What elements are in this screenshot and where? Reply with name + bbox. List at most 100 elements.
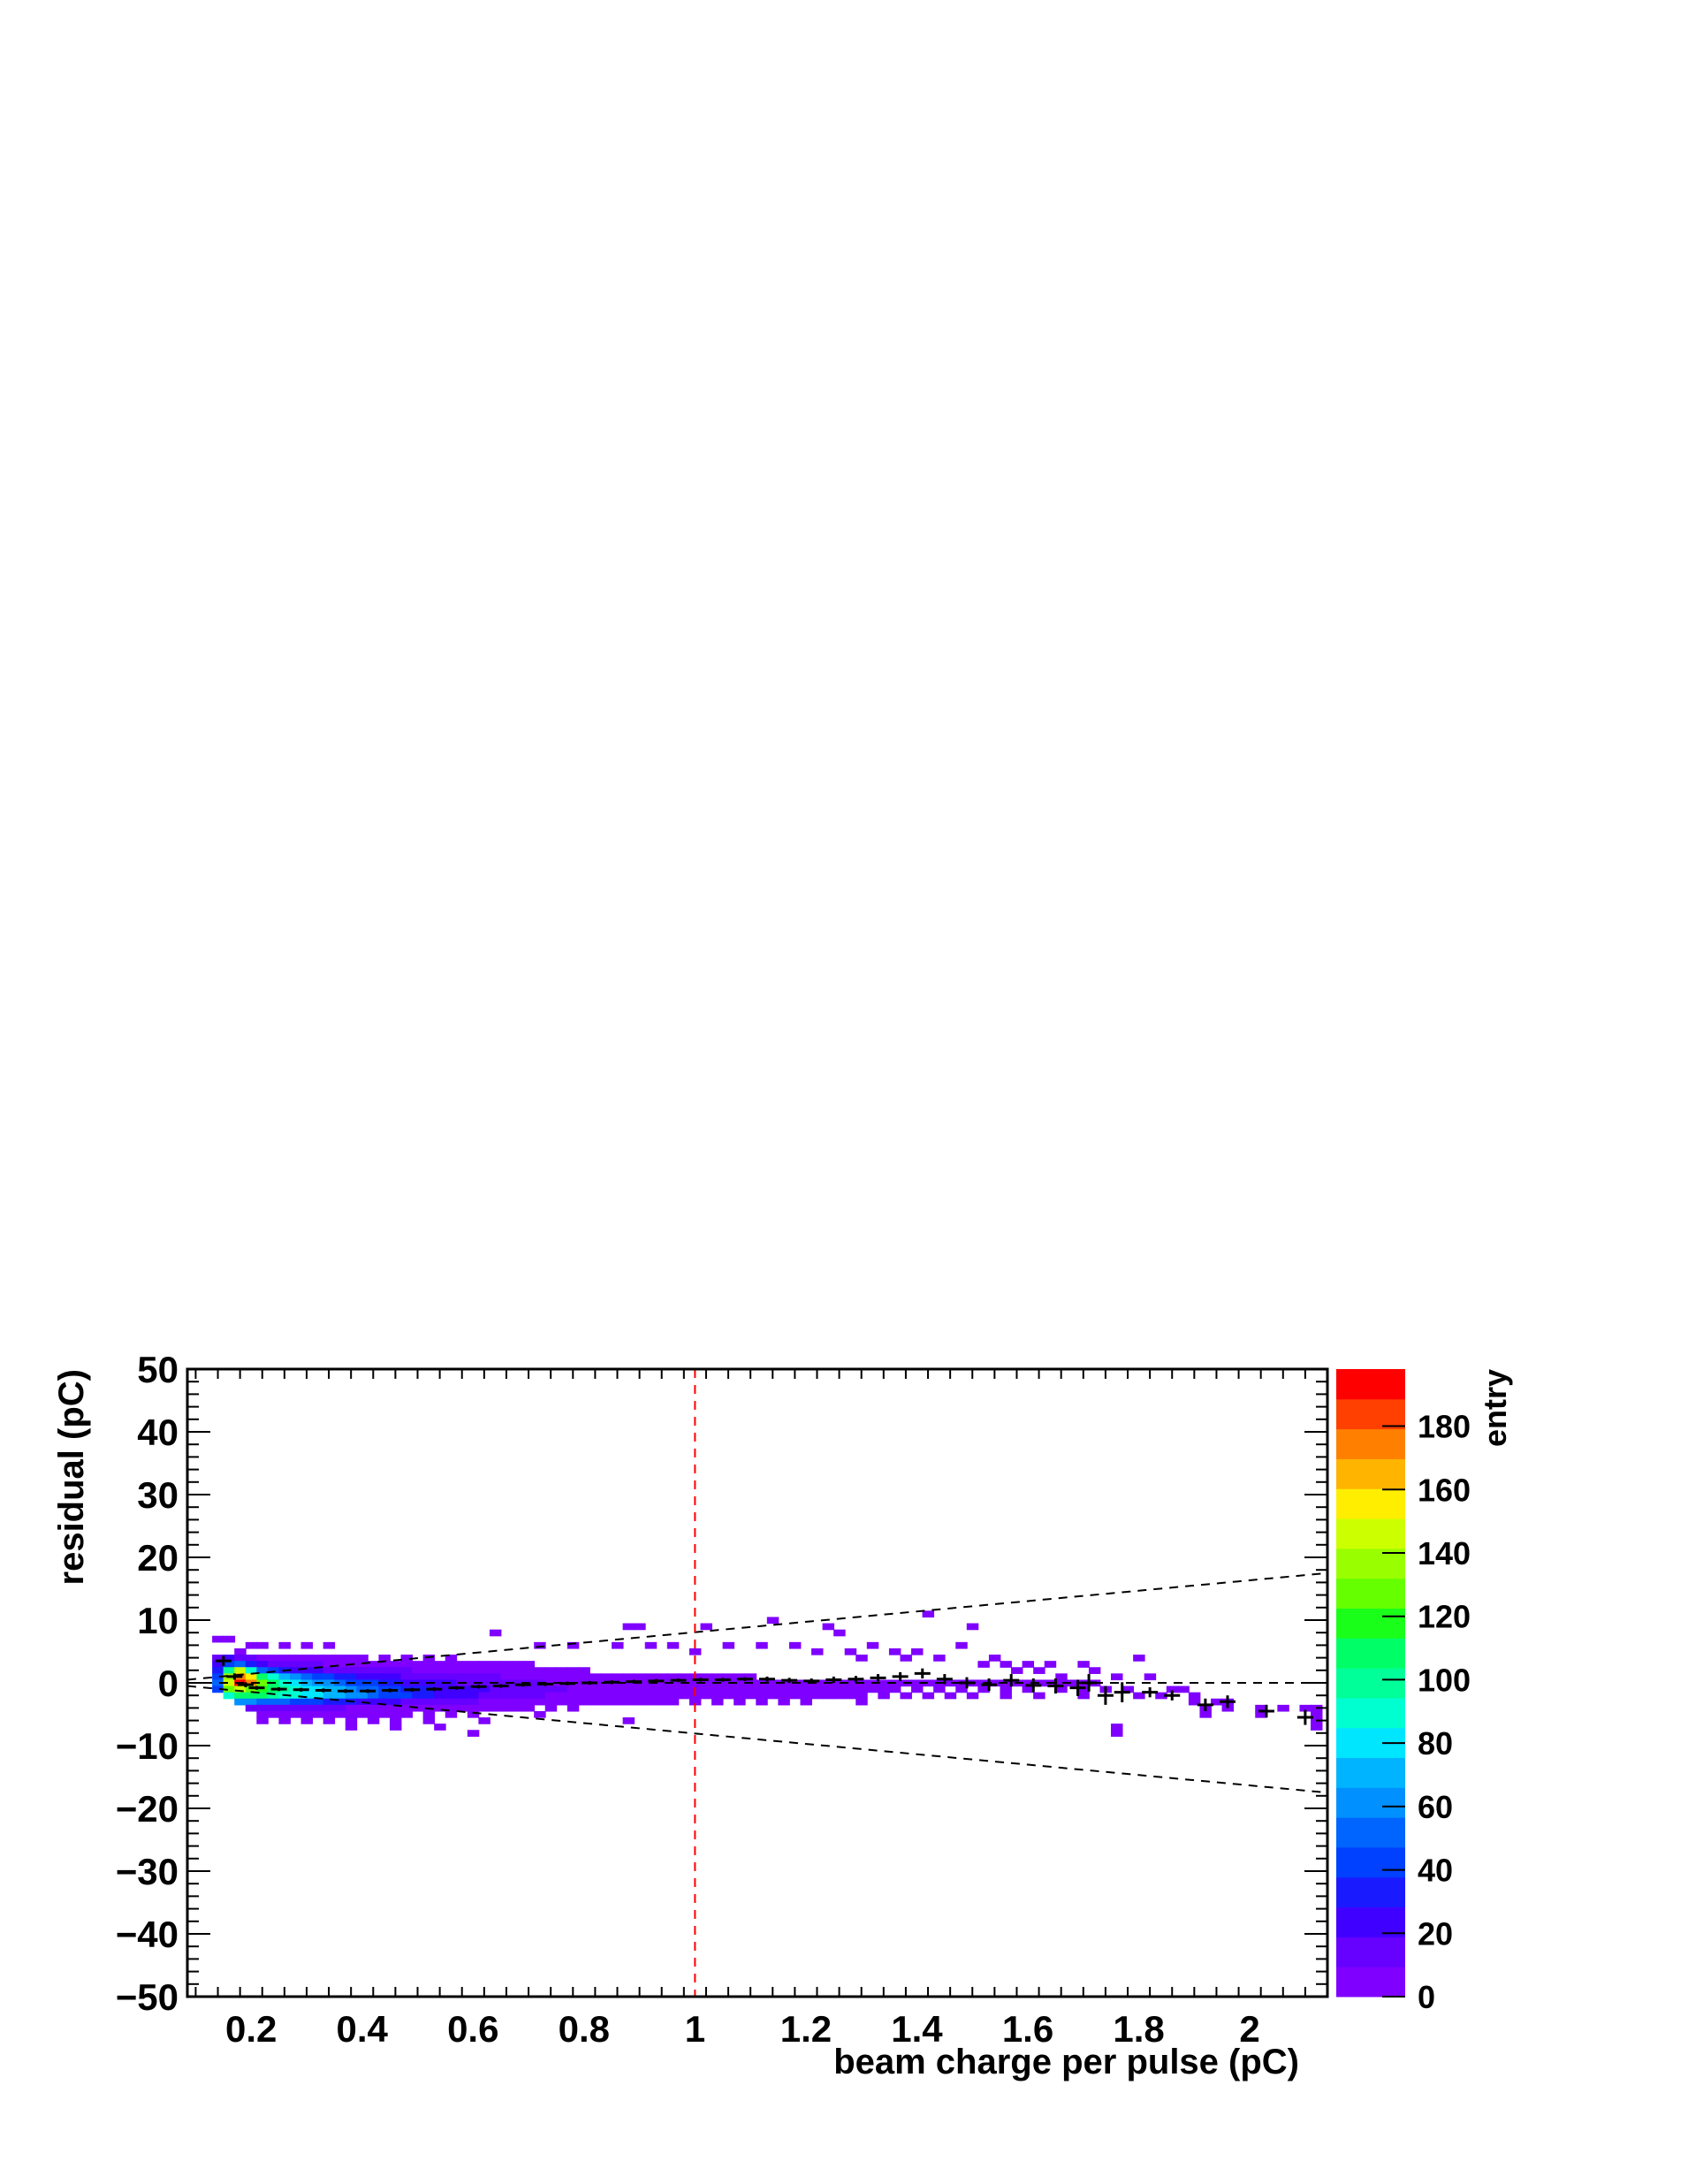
heatmap-cell (389, 1673, 402, 1681)
heatmap-cell (323, 1673, 336, 1681)
heatmap-cell (922, 1679, 935, 1687)
heatmap-cell (445, 1710, 458, 1718)
heatmap-cell (522, 1692, 536, 1700)
heatmap-cell (434, 1724, 446, 1731)
profile-point (404, 1687, 421, 1692)
heatmap-cell (855, 1692, 868, 1700)
heatmap-cell (1077, 1692, 1090, 1700)
heatmap-cell (445, 1704, 458, 1712)
heatmap-cell (300, 1673, 313, 1681)
heatmap-cell (711, 1673, 724, 1681)
heatmap-cell (900, 1692, 912, 1700)
heatmap-cell (267, 1698, 280, 1706)
heatmap-cell (556, 1667, 568, 1674)
heatmap-cell (911, 1679, 924, 1687)
heatmap-cell (289, 1661, 302, 1668)
heatmap-cell (612, 1686, 624, 1693)
heatmap-cell (289, 1655, 302, 1662)
heatmap-cell (467, 1679, 480, 1687)
heatmap-cell (734, 1686, 746, 1693)
heatmap-cell (223, 1692, 236, 1700)
y-axis-title: residual (pC) (52, 1369, 91, 1585)
profile-point (736, 1677, 753, 1681)
heatmap-cell (478, 1679, 490, 1687)
heatmap-cell (334, 1673, 346, 1681)
colorbar-swatch (1336, 1697, 1405, 1729)
heatmap-cell (688, 1698, 702, 1706)
x-tick-label: 0.8 (559, 2008, 610, 2050)
heatmap-cell (278, 1673, 291, 1681)
heatmap-cell (534, 1641, 546, 1649)
profile-point (1097, 1686, 1114, 1705)
heatmap-cell (688, 1679, 702, 1687)
x-tick-label: 2 (1239, 2008, 1259, 2050)
heatmap-cell (622, 1717, 635, 1724)
heatmap-cell (323, 1655, 336, 1662)
profile-point (582, 1680, 598, 1686)
heatmap-cell (389, 1667, 402, 1674)
heatmap-cell (412, 1692, 424, 1700)
heatmap-cell (622, 1673, 635, 1681)
heatmap-cell (612, 1692, 624, 1700)
heatmap-cell (378, 1704, 391, 1712)
heatmap-cell (434, 1679, 446, 1687)
heatmap-cell (788, 1686, 802, 1693)
heatmap-cell (644, 1698, 658, 1706)
heatmap-cell (578, 1667, 590, 1674)
heatmap-cell (734, 1679, 746, 1687)
heatmap-cell (800, 1686, 812, 1693)
heatmap-cell (278, 1655, 291, 1662)
heatmap-cell (323, 1661, 336, 1668)
heatmap-cell (234, 1667, 247, 1674)
heatmap-cell (456, 1667, 468, 1674)
heatmap-cell (245, 1686, 258, 1693)
heatmap-cell (412, 1667, 424, 1674)
heatmap-cell (367, 1710, 380, 1718)
heatmap-cell (1077, 1661, 1090, 1668)
heatmap-cell (955, 1686, 968, 1693)
heatmap-cell (622, 1692, 635, 1700)
x-axis-title: beam charge per pulse (pC) (833, 2043, 1299, 2081)
heatmap-cell (878, 1692, 890, 1700)
profile-point (1003, 1674, 1020, 1687)
heatmap-cell (345, 1724, 358, 1731)
heatmap-cell (345, 1655, 358, 1662)
heatmap-cell (644, 1686, 658, 1693)
heatmap-cell (467, 1673, 480, 1681)
heatmap-cell (878, 1686, 890, 1693)
heatmap-cell (734, 1692, 746, 1700)
x-tick-label: 0.2 (225, 2008, 277, 2050)
profile-point (825, 1676, 842, 1683)
heatmap-cell (212, 1661, 224, 1668)
heatmap-cell (334, 1661, 346, 1668)
profile-point (981, 1678, 998, 1692)
heatmap-cell (356, 1667, 369, 1674)
heatmap-cell (445, 1686, 458, 1693)
colorbar-swatch (1336, 1428, 1405, 1459)
heatmap-cell (522, 1686, 536, 1693)
heatmap-cell (1111, 1724, 1123, 1731)
heatmap-cell (345, 1710, 358, 1718)
heatmap-cell (367, 1661, 380, 1668)
heatmap-cell (489, 1673, 502, 1681)
heatmap-cell (467, 1698, 480, 1706)
heatmap-cell (888, 1648, 901, 1655)
heatmap-cell (822, 1686, 835, 1693)
heatmap-cell (256, 1710, 269, 1718)
heatmap-cell (334, 1655, 346, 1662)
heatmap-cell (778, 1698, 790, 1706)
heatmap-cell (300, 1710, 313, 1718)
heatmap-cell (600, 1692, 612, 1700)
profile-point (1164, 1690, 1181, 1701)
heatmap-cell (988, 1655, 1001, 1662)
profile-point (1081, 1674, 1098, 1692)
heatmap-cell (600, 1686, 612, 1693)
heatmap-cell (389, 1724, 402, 1731)
heatmap-cell (534, 1686, 546, 1693)
heatmap-cell (1011, 1667, 1023, 1674)
heatmap-cell (267, 1655, 280, 1662)
heatmap-cell (267, 1667, 280, 1674)
heatmap-cell (744, 1692, 757, 1700)
heatmap-cell (855, 1655, 868, 1662)
